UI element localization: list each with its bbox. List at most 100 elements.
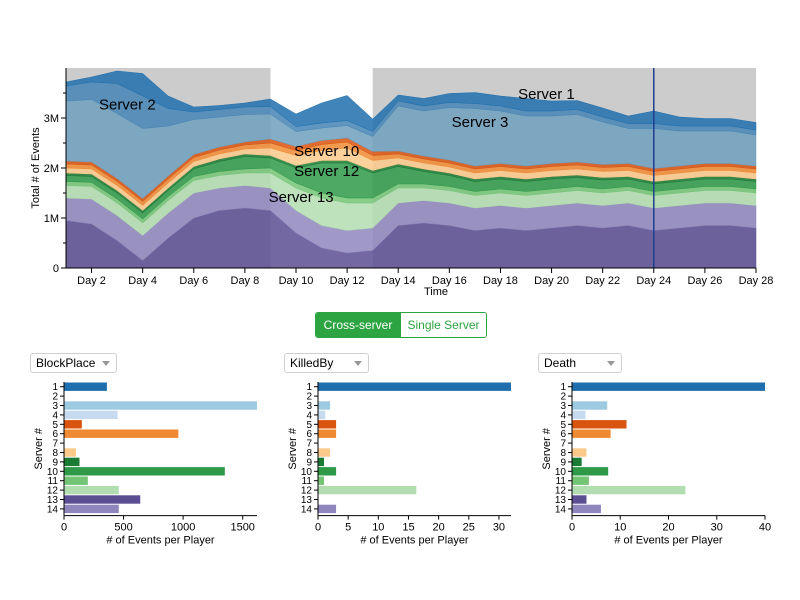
- caret-down-icon: [102, 361, 110, 366]
- bar-server-8[interactable]: [64, 448, 76, 457]
- bar-server-1[interactable]: [572, 382, 765, 391]
- bar-server-11[interactable]: [572, 476, 589, 485]
- metric-select-killedby[interactable]: KilledBy: [284, 353, 369, 373]
- bar-server-4[interactable]: [318, 410, 326, 420]
- y-tick-label: 11: [556, 476, 567, 487]
- bar-server-9[interactable]: [318, 457, 325, 467]
- metric-select-blockplace[interactable]: BlockPlace: [30, 353, 117, 373]
- bar-server-12[interactable]: [318, 485, 417, 495]
- bar-server-8[interactable]: [318, 448, 331, 457]
- y-tick-label: 5: [560, 420, 566, 431]
- y-tick-label: 4: [560, 410, 566, 421]
- y-axis: 0 1M 2M 3M: [44, 68, 67, 275]
- x-axis-label: Time: [424, 286, 448, 298]
- single-server-button[interactable]: Single Server: [400, 313, 486, 337]
- bar-server-6[interactable]: [318, 429, 337, 438]
- bar-server-9[interactable]: [572, 457, 582, 467]
- y-tick-label: 11: [302, 476, 313, 487]
- x-tick-label: 20: [662, 522, 674, 534]
- y-tick-label: 9: [560, 457, 566, 468]
- bar-server-10[interactable]: [318, 467, 337, 476]
- bar-server-3[interactable]: [572, 401, 608, 410]
- x-tick-label: Day 2: [77, 275, 106, 287]
- y-tick-label: 7: [52, 439, 58, 450]
- x-tick-label: Day 14: [381, 275, 416, 287]
- y-tick-label: 10: [47, 467, 59, 478]
- bar-server-11[interactable]: [64, 476, 88, 485]
- x-axis-label: # of Events per Player: [360, 535, 469, 547]
- y-tick-label: 3: [560, 401, 566, 412]
- stream-label-server-3: Server 3: [452, 114, 509, 131]
- stream-label-server-1: Server 1: [518, 86, 575, 103]
- bar-server-12[interactable]: [572, 485, 686, 495]
- stream-chart: Server 1 Server 2 Server 3 Server 10 Server …: [30, 68, 773, 298]
- x-tick-label: 10: [372, 522, 384, 534]
- y-axis-label: Total # of Events: [30, 127, 42, 209]
- x-tick-label: Day 16: [432, 275, 467, 287]
- y-tick-label: 10: [301, 467, 313, 478]
- bar-server-6[interactable]: [64, 429, 179, 438]
- y-tick-label: 0: [53, 263, 59, 275]
- bar-server-4[interactable]: [572, 410, 586, 420]
- y-tick-label: 9: [52, 457, 58, 468]
- x-tick-label: 20: [433, 522, 445, 534]
- bar-server-5[interactable]: [572, 420, 627, 429]
- bar-server-14[interactable]: [64, 504, 119, 514]
- y-tick-label: 5: [52, 420, 58, 431]
- bar-server-5[interactable]: [64, 420, 82, 429]
- bar-server-8[interactable]: [572, 448, 587, 457]
- stream-area-layer[interactable]: [65, 70, 757, 269]
- stream-label-layer: Server 1 Server 2 Server 3 Server 10 Server …: [99, 86, 575, 206]
- stream-label-server-12: Server 12: [294, 163, 359, 180]
- x-axis-label: # of Events per Player: [614, 535, 723, 547]
- x-tick-label: 15: [402, 522, 414, 534]
- metric-select-death[interactable]: Death: [538, 353, 622, 373]
- x-axis: Day 2 Day 4 Day 6 Day 8 Day 10 Day 12 Day 14 Da…: [66, 267, 773, 287]
- bar-server-12[interactable]: [64, 485, 119, 495]
- y-tick-label: 3M: [44, 113, 59, 125]
- bar-server-10[interactable]: [64, 467, 225, 476]
- y-tick-label: 4: [306, 410, 312, 421]
- y-tick-label: 3: [306, 401, 312, 412]
- y-tick-label: 6: [306, 429, 312, 440]
- x-tick-label: Day 18: [483, 275, 518, 287]
- bar-server-13[interactable]: [64, 495, 141, 504]
- x-tick-label: 0: [315, 522, 321, 534]
- y-tick-label: 9: [306, 457, 312, 468]
- bar-server-10[interactable]: [572, 467, 609, 476]
- y-tick-label: 11: [48, 476, 59, 487]
- y-tick-label: 12: [301, 486, 313, 497]
- bar-server-14[interactable]: [572, 504, 601, 514]
- y-tick-label: 14: [301, 504, 313, 515]
- y-tick-label: 2: [52, 392, 58, 403]
- bar-server-6[interactable]: [572, 429, 611, 438]
- cross-server-button[interactable]: Cross-server: [316, 313, 400, 337]
- x-tick-label: Day 20: [534, 275, 569, 287]
- bar-server-11[interactable]: [318, 476, 325, 485]
- caret-down-icon: [607, 361, 615, 366]
- bar-server-1[interactable]: [318, 382, 511, 391]
- bar-server-4[interactable]: [64, 410, 118, 420]
- bar-server-3[interactable]: [64, 401, 257, 410]
- x-tick-label: 500: [114, 522, 132, 534]
- x-tick-label: Day 6: [179, 275, 208, 287]
- x-tick-label: Day 12: [330, 275, 365, 287]
- bar-server-1[interactable]: [64, 382, 107, 391]
- bar-server-14[interactable]: [318, 504, 337, 514]
- y-tick-label: 14: [47, 504, 59, 515]
- bar-server-3[interactable]: [318, 401, 331, 410]
- bar-server-5[interactable]: [318, 420, 337, 429]
- y-tick-label: 1: [306, 382, 312, 393]
- y-axis-label: Server #: [541, 427, 553, 469]
- x-tick-label: 30: [493, 522, 505, 534]
- bar-server-9[interactable]: [64, 457, 80, 467]
- stream-area-server-1[interactable]: [65, 70, 757, 132]
- y-tick-label: 6: [52, 429, 58, 440]
- bar-server-13[interactable]: [572, 495, 587, 504]
- metric-select-value: Death: [544, 356, 577, 370]
- y-tick-label: 2: [306, 392, 312, 403]
- stream-label-server-10: Server 10: [294, 143, 359, 160]
